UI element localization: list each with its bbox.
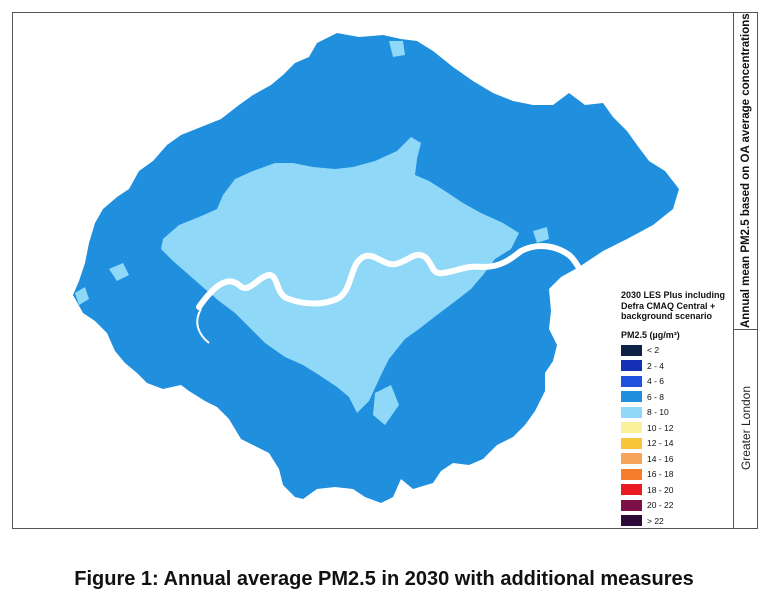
legend-item-label: 10 - 12	[647, 422, 674, 433]
legend-item-label: 20 - 22	[647, 500, 674, 511]
legend-swatch	[621, 360, 642, 372]
legend-item: 18 - 20	[621, 482, 733, 498]
london-map	[73, 33, 679, 503]
legend-item: 10 - 12	[621, 420, 733, 436]
legend-item: 4 - 6	[621, 374, 733, 390]
legend-item-label: 18 - 20	[647, 484, 674, 495]
legend-title-line: background scenario	[621, 311, 713, 321]
legend-item-label: 6 - 8	[647, 391, 665, 402]
side-label-bottom: Greater London	[739, 385, 753, 471]
side-panel: Annual mean PM2.5 based on OA average co…	[733, 13, 758, 528]
legend-items: < 2 2 - 4 4 - 6 6 - 8 8 - 10 10 - 12 12 - 14 14…	[621, 343, 733, 529]
legend-swatch	[621, 484, 642, 496]
legend-item: > 22	[621, 513, 733, 529]
map-zone-8-10-fragment	[75, 287, 89, 305]
side-divider	[734, 329, 758, 330]
legend-swatch	[621, 468, 642, 480]
legend-item-label: 12 - 14	[647, 438, 674, 449]
legend-item: 20 - 22	[621, 498, 733, 514]
legend-swatch	[621, 515, 642, 527]
map-area: 2030 LES Plus including Defra CMAQ Centr…	[13, 13, 733, 528]
legend-item-label: 2 - 4	[647, 360, 665, 371]
legend-item-label: 8 - 10	[647, 407, 669, 418]
legend-item-label: 14 - 16	[647, 453, 674, 464]
map-zone-8-10-fragment	[109, 263, 129, 281]
legend-item-label: 4 - 6	[647, 376, 665, 387]
figure-caption: Figure 1: Annual average PM2.5 in 2030 w…	[74, 568, 694, 590]
legend-swatch	[621, 499, 642, 511]
legend-swatch	[621, 344, 642, 356]
legend-item: < 2	[621, 343, 733, 359]
legend-item: 8 - 10	[621, 405, 733, 421]
legend-item-label: < 2	[647, 345, 660, 356]
legend-item: 6 - 8	[621, 389, 733, 405]
legend-title-line: Defra CMAQ Central +	[621, 300, 716, 311]
map-zone-8-10-fragment	[389, 41, 405, 57]
map-zone-8-10	[161, 137, 519, 413]
legend-swatch	[621, 453, 642, 465]
legend-item: 12 - 14	[621, 436, 733, 452]
legend-swatch	[621, 406, 642, 418]
river-thames	[196, 243, 596, 310]
legend-swatch	[621, 437, 642, 449]
legend-item: 14 - 16	[621, 451, 733, 467]
side-label-top: Annual mean PM2.5 based on OA average co…	[740, 13, 752, 328]
legend-swatch	[621, 422, 642, 434]
legend-title-line: 2030 LES Plus including	[621, 290, 726, 300]
legend-unit: PM2.5 (µg/m³)	[621, 329, 680, 340]
legend-item-label: 16 - 18	[647, 469, 674, 480]
legend-swatch	[621, 391, 642, 403]
legend-swatch	[621, 375, 642, 387]
river-tributary	[196, 308, 210, 344]
map-zone-8-10-fragment	[263, 309, 279, 327]
legend-title: 2030 LES Plus including Defra CMAQ Centr…	[621, 290, 733, 322]
legend-item: 2 - 4	[621, 358, 733, 374]
figure-frame: 2030 LES Plus including Defra CMAQ Centr…	[12, 12, 758, 529]
map-legend: 2030 LES Plus including Defra CMAQ Centr…	[621, 290, 733, 529]
legend-item: 16 - 18	[621, 467, 733, 483]
map-zone-8-10-fragment	[533, 227, 549, 243]
legend-item-label: > 22	[647, 515, 664, 526]
map-zone-8-10-fragment	[373, 385, 399, 425]
